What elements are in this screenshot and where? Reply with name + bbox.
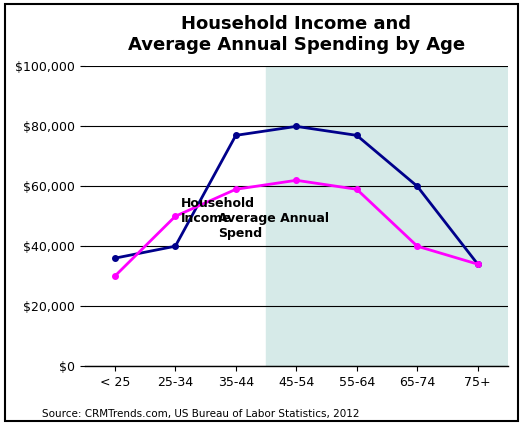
Text: Household
Income: Household Income [181, 197, 255, 225]
Title: Household Income and
Average Annual Spending by Age: Household Income and Average Annual Spen… [128, 15, 465, 54]
Text: Average Annual
Spend: Average Annual Spend [218, 212, 328, 240]
Bar [266, 66, 508, 366]
Text: Source: CRMTrends.com, US Bureau of Labor Statistics, 2012: Source: CRMTrends.com, US Bureau of Labo… [42, 408, 359, 419]
